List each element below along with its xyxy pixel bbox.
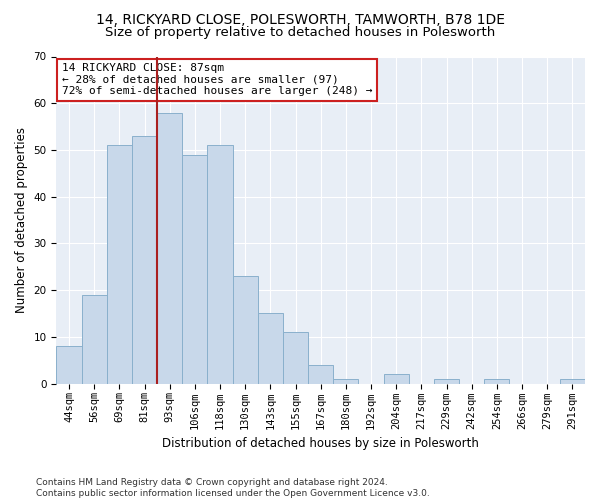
Bar (56, 346, 82, 384)
Bar (132, 136, 157, 384)
Bar (308, 365, 333, 384)
Text: Contains HM Land Registry data © Crown copyright and database right 2024.
Contai: Contains HM Land Registry data © Crown c… (36, 478, 430, 498)
Bar (258, 314, 283, 384)
Bar (107, 146, 132, 384)
Bar (82, 295, 107, 384)
Bar (283, 332, 308, 384)
Bar (560, 379, 585, 384)
Text: Size of property relative to detached houses in Polesworth: Size of property relative to detached ho… (105, 26, 495, 39)
Bar (182, 154, 208, 384)
Bar (157, 112, 182, 384)
X-axis label: Distribution of detached houses by size in Polesworth: Distribution of detached houses by size … (162, 437, 479, 450)
Text: 14 RICKYARD CLOSE: 87sqm
← 28% of detached houses are smaller (97)
72% of semi-d: 14 RICKYARD CLOSE: 87sqm ← 28% of detach… (62, 63, 372, 96)
Bar (383, 374, 409, 384)
Bar (333, 379, 358, 384)
Bar (208, 146, 233, 384)
Bar (233, 276, 258, 384)
Bar (434, 379, 459, 384)
Text: 14, RICKYARD CLOSE, POLESWORTH, TAMWORTH, B78 1DE: 14, RICKYARD CLOSE, POLESWORTH, TAMWORTH… (95, 12, 505, 26)
Y-axis label: Number of detached properties: Number of detached properties (15, 127, 28, 313)
Bar (484, 379, 509, 384)
